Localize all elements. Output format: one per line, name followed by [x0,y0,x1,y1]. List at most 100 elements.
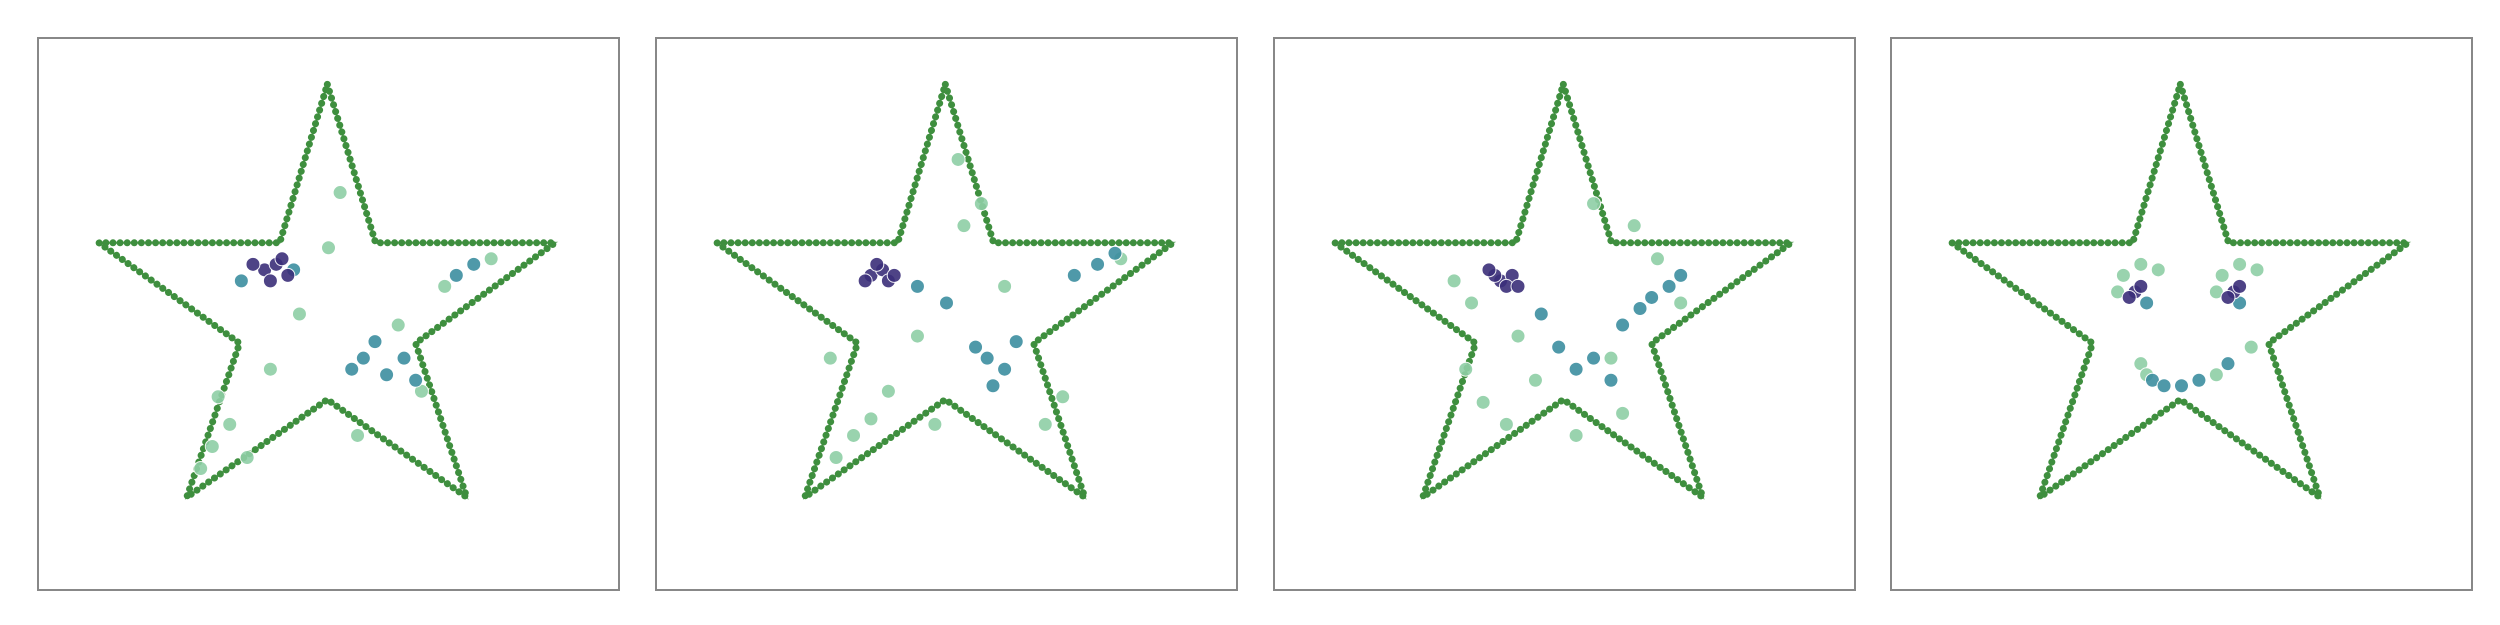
scatter-point [1568,361,1584,377]
scatter-point [1586,196,1602,212]
scatter-point [1673,267,1689,283]
panel-frame [1890,37,2473,591]
scatter-point [1644,289,1660,305]
scatter-point [968,339,984,355]
scatter-point [2220,356,2236,372]
scatter-point [233,273,249,289]
scatter-point [863,411,879,427]
scatter-point [2139,295,2155,311]
scatter-point [1464,295,1480,311]
scatter-point [367,334,383,350]
scatter-point [979,350,995,366]
scatter-point [822,350,838,366]
scatter-point [956,218,972,234]
scatter-point [973,196,989,212]
scatter-point [869,256,885,272]
scatter-point [204,438,220,454]
scatter-point [1603,372,1619,388]
scatter-point [1603,350,1619,366]
scatter-point [1510,328,1526,344]
star-outline-core [95,84,559,500]
scatter-point [2115,267,2131,283]
scatter-point [1527,372,1543,388]
scatter-point [2133,278,2149,294]
panel-frame [1273,37,1856,591]
scatter-point [1661,278,1677,294]
scatter-point [1568,427,1584,443]
scatter-point [2150,262,2166,278]
scatter-point [262,273,278,289]
scatter-point [927,416,943,432]
scatter-point [210,389,226,405]
scatter-point [396,350,412,366]
scatter-point [239,450,255,466]
scatter-point [483,251,499,267]
scatter-point [1510,278,1526,294]
scatter-point [909,278,925,294]
scatter-point [1498,416,1514,432]
scatter-point [1037,416,1053,432]
scatter-point [355,350,371,366]
scatter-point [1586,350,1602,366]
scatter-point [2243,339,2259,355]
scatter-point [193,461,209,477]
scatter-point [2232,256,2248,272]
panel-frame [37,37,620,591]
scatter-point [280,267,296,283]
scatter-point [245,256,261,272]
scatter-point [2232,278,2248,294]
scatter-point [1458,361,1474,377]
scatter-point [2214,267,2230,283]
scatter-point [2249,262,2265,278]
scatter-point [1673,295,1689,311]
scatter-point [1481,262,1497,278]
scatter-point [1533,306,1549,322]
scatter-point [909,328,925,344]
scatter-point [939,295,954,311]
scatter-point [321,240,336,256]
scatter-point [1615,317,1631,333]
scatter-point [2121,289,2137,305]
scatter-point [1446,273,1462,289]
scatter-point [437,278,453,294]
scatter-point [2174,378,2189,394]
scatter-point [1008,334,1024,350]
scatter-point [1107,245,1123,261]
scatter-point [886,267,902,283]
scatter-point [350,427,366,443]
scatter-point [222,416,238,432]
star-outline-core [1948,84,2412,500]
scatter-point [2191,372,2207,388]
scatter-point [1090,256,1106,272]
scatter-point [1626,218,1642,234]
scatter-point [1475,394,1491,410]
scatter-point [950,151,966,167]
scatter-point [2133,256,2149,272]
scatter-point [332,185,348,201]
scatter-point [1551,339,1567,355]
scatter-point [997,278,1013,294]
scatter-point [846,427,862,443]
scatter-point [997,361,1013,377]
scatter-point [344,361,360,377]
scatter-point [274,251,290,267]
scatter-point [466,256,482,272]
scatter-point [2156,378,2172,394]
scatter-point [262,361,278,377]
scatter-point [291,306,307,322]
scatter-point [1632,300,1648,316]
scatter-point [880,383,896,399]
scatter-point [1066,267,1082,283]
scatter-point [2208,367,2224,383]
panel-frame [655,37,1238,591]
scatter-point [1055,389,1071,405]
scatter-point [390,317,406,333]
star-outline-core [713,84,1177,500]
scatter-point [408,372,424,388]
scatter-point [379,367,395,383]
scatter-point [1649,251,1665,267]
scatter-point [1615,405,1631,421]
scatter-point [828,450,844,466]
scatter-point [857,273,873,289]
